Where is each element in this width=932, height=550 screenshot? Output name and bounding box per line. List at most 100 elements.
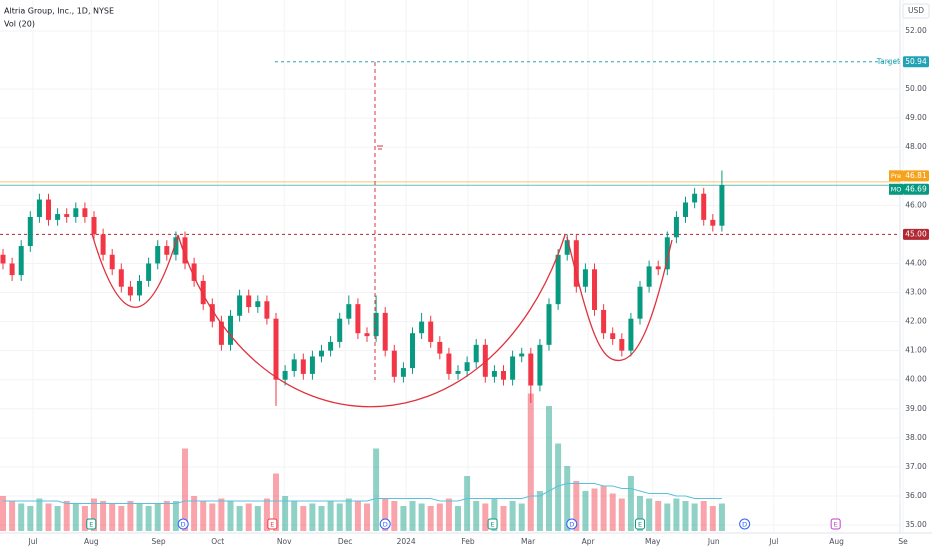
y-tick-label: 38.00 bbox=[905, 433, 927, 442]
volume-bar bbox=[236, 506, 243, 531]
y-tick-label: 41.00 bbox=[905, 346, 927, 355]
volume-bar bbox=[673, 498, 680, 531]
volume-bar bbox=[327, 501, 334, 531]
candle-body bbox=[9, 263, 15, 276]
volume-bar bbox=[637, 496, 644, 531]
candle-body bbox=[82, 208, 88, 217]
candle-body bbox=[137, 280, 143, 296]
y-tick-label: 50.00 bbox=[905, 84, 927, 93]
volume-bar bbox=[300, 506, 307, 531]
price-label: 45.00 bbox=[905, 229, 927, 238]
candle-body bbox=[573, 240, 579, 287]
candle-body bbox=[118, 269, 124, 287]
candle-body bbox=[328, 341, 334, 351]
price-line-name: Target bbox=[876, 57, 900, 66]
volume-bar bbox=[309, 503, 316, 531]
volume-bar bbox=[491, 498, 498, 531]
candle-body bbox=[637, 286, 643, 319]
volume-bar bbox=[400, 506, 407, 531]
event-label: D bbox=[742, 521, 747, 529]
volume-pane bbox=[0, 393, 725, 531]
currency: USD bbox=[908, 6, 924, 15]
candle-body bbox=[100, 234, 106, 255]
candle-body bbox=[146, 263, 152, 281]
volume-bar bbox=[18, 503, 25, 531]
y-tick-label: 43.00 bbox=[905, 288, 927, 297]
volume-bar bbox=[209, 503, 216, 531]
candle-body bbox=[719, 185, 725, 226]
currency-box[interactable] bbox=[902, 3, 930, 19]
volume-bar bbox=[263, 498, 270, 531]
volume-bar bbox=[682, 501, 689, 531]
volume-bar bbox=[591, 488, 598, 531]
volume-bar bbox=[45, 503, 52, 531]
volume-bar bbox=[145, 506, 152, 531]
candle-body bbox=[36, 199, 42, 217]
candle-body bbox=[255, 301, 261, 308]
volume-bar bbox=[354, 501, 361, 531]
candle-body bbox=[319, 350, 325, 357]
y-tick-label: 48.00 bbox=[905, 142, 927, 151]
event-label: E bbox=[89, 521, 93, 529]
candles bbox=[0, 170, 725, 406]
y-tick-label: 37.00 bbox=[905, 462, 927, 471]
volume-bar bbox=[318, 506, 325, 531]
candle-body bbox=[564, 240, 570, 255]
volume-bar bbox=[218, 498, 225, 531]
event-marker bbox=[739, 518, 751, 530]
volume-bar bbox=[436, 503, 443, 531]
price-name-box bbox=[889, 183, 903, 195]
candle-body bbox=[510, 356, 516, 380]
candle-body bbox=[683, 202, 689, 217]
x-tick-label: Aug bbox=[84, 537, 99, 546]
y-tick-label: 40.00 bbox=[905, 375, 927, 384]
price-name-box bbox=[889, 170, 903, 182]
chart-title: Altria Group, Inc., 1D, NYSE bbox=[4, 7, 114, 16]
volume-bar bbox=[109, 503, 116, 531]
volume-bar bbox=[709, 506, 716, 531]
volume-bar bbox=[100, 501, 107, 531]
candle-body bbox=[592, 269, 598, 310]
candle-body bbox=[646, 266, 652, 287]
volume-bar bbox=[291, 501, 298, 531]
candle-body bbox=[446, 353, 452, 374]
candle-body bbox=[246, 295, 252, 308]
volume-bar bbox=[154, 503, 161, 531]
volume-bar bbox=[54, 506, 61, 531]
volume-bar bbox=[227, 501, 234, 531]
volume-bar bbox=[273, 473, 280, 531]
candle-body bbox=[400, 368, 406, 377]
candle-body bbox=[619, 339, 625, 351]
candle-body bbox=[109, 254, 115, 270]
candle-body bbox=[519, 353, 525, 357]
price-label-box bbox=[903, 56, 929, 68]
candle-body bbox=[364, 333, 370, 337]
candle-body bbox=[464, 362, 470, 371]
event-marker bbox=[635, 518, 646, 530]
candle-body bbox=[182, 237, 188, 264]
x-tick-label: Nov bbox=[277, 537, 292, 546]
candle-body bbox=[546, 304, 552, 345]
volume-bar bbox=[536, 491, 543, 531]
y-tick-label: 36.00 bbox=[905, 491, 927, 500]
candle-body bbox=[0, 254, 6, 264]
volume-bar bbox=[718, 503, 725, 531]
candle-body bbox=[482, 344, 488, 377]
candle-body bbox=[273, 318, 279, 380]
volume-bar bbox=[345, 498, 352, 531]
candle-body bbox=[373, 312, 379, 337]
price-label: 50.94 bbox=[905, 57, 927, 66]
volume-bar bbox=[336, 503, 343, 531]
volume-bar bbox=[691, 503, 698, 531]
x-tick-label: Aug bbox=[829, 537, 844, 546]
y-tick-label: 42.00 bbox=[905, 317, 927, 326]
volume-bar bbox=[609, 493, 616, 531]
volume-bar bbox=[500, 506, 507, 531]
volume-bar bbox=[9, 501, 16, 531]
x-tick-label: Feb bbox=[461, 537, 475, 546]
price-line-name: MO bbox=[891, 185, 902, 193]
candle-body bbox=[73, 208, 79, 217]
x-tick-label: Oct bbox=[211, 537, 224, 546]
